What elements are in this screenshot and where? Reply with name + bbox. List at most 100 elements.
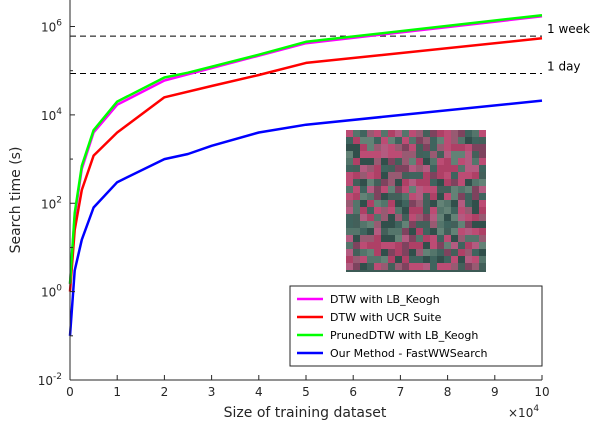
thumbnail-cell xyxy=(381,200,388,207)
thumbnail-cell xyxy=(374,249,381,256)
thumbnail-cell xyxy=(416,165,423,172)
thumbnail-cell xyxy=(416,235,423,242)
thumbnail-cell xyxy=(465,172,472,179)
y-tick-label-0: 10-2 xyxy=(38,372,62,388)
thumbnail-cell xyxy=(346,207,353,214)
thumbnail-cell xyxy=(472,256,479,263)
thumbnail-cell xyxy=(479,158,486,165)
legend-box xyxy=(289,285,543,367)
thumbnail-cell xyxy=(465,242,472,249)
thumbnail-cell xyxy=(402,193,409,200)
legend: DTW with LB_Keogh DTW with UCR Suite Prune… xyxy=(289,285,543,367)
thumbnail-cell xyxy=(395,207,402,214)
thumbnail-cell xyxy=(388,151,395,158)
thumbnail-cell xyxy=(360,130,367,137)
thumbnail-cell xyxy=(353,242,360,249)
thumbnail-cell xyxy=(416,172,423,179)
thumbnail-cell xyxy=(388,193,395,200)
thumbnail-cell xyxy=(423,165,430,172)
thumbnail-cell xyxy=(423,214,430,221)
thumbnail-cell xyxy=(388,130,395,137)
thumbnail-cell xyxy=(353,144,360,151)
thumbnail-cell xyxy=(395,221,402,228)
thumbnail-cell xyxy=(465,249,472,256)
thumbnail-cell xyxy=(388,242,395,249)
thumbnail-cell xyxy=(367,172,374,179)
thumbnail-cell xyxy=(465,193,472,200)
thumbnail-cell xyxy=(479,193,486,200)
thumbnail-cell xyxy=(451,158,458,165)
thumbnail-cell xyxy=(458,207,465,214)
thumbnail-cell xyxy=(465,235,472,242)
thumbnail-cell xyxy=(367,214,374,221)
thumbnail-cell xyxy=(423,137,430,144)
thumbnail-cell xyxy=(458,165,465,172)
thumbnail-cell xyxy=(416,263,423,270)
thumbnail-cell xyxy=(409,263,416,270)
thumbnail-cell xyxy=(367,221,374,228)
thumbnail-cell xyxy=(444,137,451,144)
thumbnail-cell xyxy=(346,256,353,263)
thumbnail-cell xyxy=(458,193,465,200)
thumbnail-cell xyxy=(374,130,381,137)
thumbnail-cell xyxy=(409,193,416,200)
thumbnail-cell xyxy=(479,144,486,151)
thumbnail-cell xyxy=(437,144,444,151)
thumbnail-cell xyxy=(472,207,479,214)
x-tick-label-7: 7 xyxy=(397,385,405,399)
thumbnail-cell xyxy=(353,165,360,172)
thumbnail-cell xyxy=(367,200,374,207)
thumbnail-cell xyxy=(458,221,465,228)
thumbnail-cell xyxy=(416,137,423,144)
thumbnail-cell xyxy=(360,249,367,256)
thumbnail-cell xyxy=(402,165,409,172)
thumbnail-cell xyxy=(360,200,367,207)
thumbnail-cell xyxy=(479,172,486,179)
thumbnail-cell xyxy=(451,256,458,263)
thumbnail-cell xyxy=(451,214,458,221)
thumbnail-cell xyxy=(444,263,451,270)
thumbnail-cell xyxy=(381,144,388,151)
series-line-3 xyxy=(68,99,543,336)
thumbnail-cell xyxy=(381,137,388,144)
thumbnail-cell xyxy=(402,144,409,151)
thumbnail-cell xyxy=(430,221,437,228)
thumbnail-cell xyxy=(367,235,374,242)
thumbnail-cell xyxy=(479,249,486,256)
thumbnail-cell xyxy=(402,221,409,228)
thumbnail-cell xyxy=(381,186,388,193)
thumbnail-cell xyxy=(416,130,423,137)
thumbnail-cell xyxy=(367,158,374,165)
thumbnail-cell xyxy=(409,256,416,263)
thumbnail-cell xyxy=(444,165,451,172)
thumbnail-cell xyxy=(346,214,353,221)
thumbnail-cell xyxy=(346,249,353,256)
thumbnail-cell xyxy=(423,179,430,186)
thumbnail-cell xyxy=(388,214,395,221)
thumbnail-cell xyxy=(353,263,360,270)
thumbnail-cell xyxy=(458,144,465,151)
thumbnail-cell xyxy=(479,151,486,158)
thumbnail-cell xyxy=(451,193,458,200)
thumbnail-cell xyxy=(395,235,402,242)
thumbnail-cell xyxy=(374,137,381,144)
thumbnail-cell xyxy=(465,221,472,228)
thumbnail-cell xyxy=(437,151,444,158)
thumbnail-cell xyxy=(472,151,479,158)
thumbnail-cell xyxy=(395,193,402,200)
thumbnail-cell xyxy=(416,151,423,158)
thumbnail-cell xyxy=(437,207,444,214)
thumbnail-cell xyxy=(423,235,430,242)
thumbnail-cell xyxy=(451,235,458,242)
reference-line-label-1: 1 day xyxy=(547,60,581,74)
thumbnail-cell xyxy=(458,214,465,221)
thumbnail-cell xyxy=(395,130,402,137)
thumbnail-cell xyxy=(423,193,430,200)
thumbnail-cell xyxy=(465,228,472,235)
thumbnail-cell xyxy=(367,207,374,214)
thumbnail-cell xyxy=(472,165,479,172)
thumbnail-cell xyxy=(346,263,353,270)
thumbnail-cell xyxy=(479,179,486,186)
thumbnail-cell xyxy=(416,186,423,193)
thumbnail-cell xyxy=(423,228,430,235)
